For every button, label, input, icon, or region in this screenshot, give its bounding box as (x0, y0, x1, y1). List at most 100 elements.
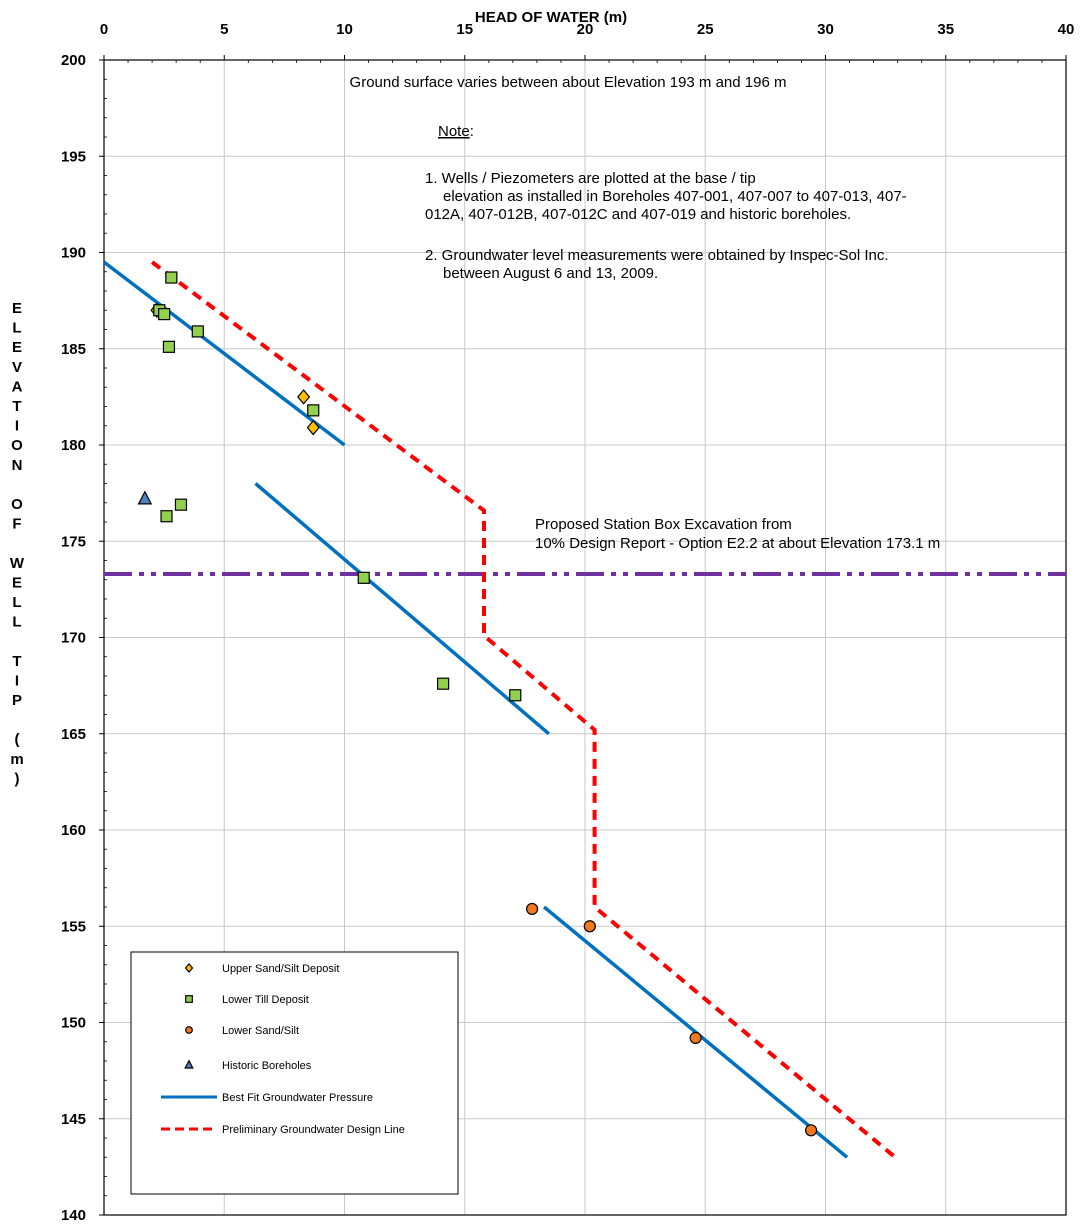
y-axis-title-char: W (10, 555, 25, 572)
x-tick-label: 20 (577, 21, 594, 38)
x-tick-label: 35 (937, 21, 954, 38)
square-marker (162, 340, 176, 353)
y-axis-title-char (15, 476, 19, 493)
x-tick-label: 0 (100, 21, 108, 38)
y-tick-label: 185 (61, 341, 86, 358)
y-axis-title-char: I (15, 418, 19, 435)
y-tick-label: 155 (61, 918, 86, 935)
square-marker (509, 689, 522, 702)
x-tick-label: 10 (336, 21, 353, 38)
series-points (137, 271, 818, 1137)
y-axis-title-char: E (12, 339, 22, 356)
y-tick-label: 180 (61, 437, 86, 454)
x-tick-label: 15 (456, 21, 473, 38)
legend-label: Preliminary Groundwater Design Line (222, 1124, 405, 1136)
y-axis-title-char (15, 633, 19, 650)
square-marker (191, 325, 204, 338)
legend-label: Lower Sand/Silt (222, 1025, 299, 1037)
y-tick-label: 175 (61, 533, 86, 550)
circle-marker (525, 902, 539, 916)
y-tick-label: 170 (61, 630, 86, 647)
circle-marker (583, 920, 596, 933)
note-heading-colon: : (470, 123, 474, 140)
square-marker (307, 404, 320, 417)
y-axis-title-char: E (12, 300, 22, 317)
y-axis-title-char: V (12, 359, 22, 376)
y-axis-title-char: O (11, 496, 23, 513)
y-axis-title-char: O (11, 437, 23, 454)
y-axis-title-char (15, 712, 19, 729)
y-tick-label: 165 (61, 726, 86, 743)
y-tick-label: 150 (61, 1015, 86, 1032)
diamond-marker (297, 389, 311, 405)
y-axis-title-char: ( (15, 731, 20, 748)
y-axis-title-char: L (12, 320, 21, 337)
y-axis-title-char: m (10, 751, 23, 768)
legend-box (130, 951, 459, 1195)
y-axis-title-char: N (12, 457, 23, 474)
y-tick-label: 160 (61, 822, 86, 839)
legend-label: Historic Boreholes (222, 1060, 312, 1072)
y-tick-label: 200 (61, 52, 86, 69)
station-note-line1: Proposed Station Box Excavation from (535, 516, 792, 533)
gridlines (104, 60, 1066, 1215)
triangle-marker (137, 490, 153, 505)
note1-line1: 1. Wells / Piezometers are plotted at th… (425, 170, 756, 187)
y-axis-title-char: ) (15, 770, 20, 787)
note2-line2: between August 6 and 13, 2009. (443, 265, 658, 282)
y-axis-title-char: T (12, 398, 21, 415)
y-axis-title-char: A (12, 378, 23, 395)
best-fit-line (102, 260, 346, 447)
y-axis-title-char: L (12, 594, 21, 611)
legend-diamond-marker (184, 962, 194, 974)
y-tick-label: 140 (61, 1207, 86, 1224)
design-line (150, 260, 897, 1159)
note-heading-word: Note (438, 123, 470, 140)
legend-label: Best Fit Groundwater Pressure (222, 1092, 373, 1104)
station-note-line2: 10% Design Report - Option E2.2 at about… (535, 535, 940, 552)
best-fit-line (254, 482, 551, 736)
x-axis-title: HEAD OF WATER (m) (475, 9, 627, 26)
ground-surface-note: Ground surface varies between about Elev… (350, 74, 787, 91)
diamond-marker (306, 419, 320, 436)
annotations: Ground surface varies between about Elev… (350, 74, 941, 552)
y-axis-title-char: E (12, 574, 22, 591)
y-tick-labels: 140 145 150 155 160 165 170 175 180 185 190 195 200 (61, 52, 86, 1224)
circle-marker (804, 1124, 818, 1137)
y-axis-title-char: L (12, 614, 21, 631)
y-tick-label: 190 (61, 245, 86, 262)
note1-line3: 012A, 407-012B, 407-012C and 407-019 and… (425, 206, 851, 223)
square-marker (158, 308, 171, 321)
y-tick-label: 195 (61, 148, 86, 165)
square-marker (437, 677, 450, 690)
tick-marks (99, 55, 1067, 1216)
note-heading: Note: (438, 123, 474, 140)
y-axis-title-char: T (12, 653, 21, 670)
legend-label: Upper Sand/Silt Deposit (222, 963, 339, 975)
legend-triangle-marker (184, 1059, 194, 1069)
y-axis-title-char: P (12, 692, 22, 709)
circle-marker (689, 1031, 702, 1045)
y-tick-label: 145 (61, 1111, 86, 1128)
y-axis-title-char (15, 535, 19, 552)
y-axis-title-char: F (12, 516, 21, 533)
x-tick-label: 5 (220, 21, 228, 38)
y-axis-title-char: I (15, 672, 19, 689)
x-tick-label: 40 (1058, 21, 1075, 38)
note1-line2: elevation as installed in Boreholes 407-… (443, 188, 907, 205)
legend: Upper Sand/Silt Deposit Lower Till Deposi… (130, 951, 459, 1195)
square-marker (165, 271, 178, 284)
legend-circle-marker (185, 1026, 193, 1034)
square-marker (357, 571, 370, 584)
x-tick-label: 30 (817, 21, 834, 38)
square-marker (174, 498, 188, 511)
legend-label: Lower Till Deposit (222, 994, 309, 1006)
x-tick-label: 25 (697, 21, 714, 38)
legend-square-marker (185, 995, 193, 1003)
x-tick-labels: 0 5 10 15 20 25 30 35 40 (100, 21, 1075, 38)
square-marker (160, 510, 173, 523)
note2-line1: 2. Groundwater level measurements were o… (425, 247, 889, 264)
